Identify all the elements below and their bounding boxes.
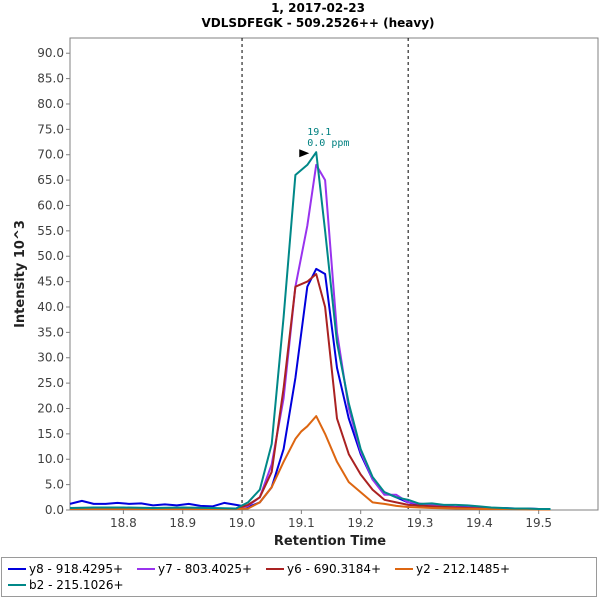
legend-swatch bbox=[266, 568, 285, 570]
legend-swatch bbox=[8, 568, 26, 570]
x-tick-label: 18.9 bbox=[169, 516, 196, 530]
chart-title: 1, 2017-02-23 bbox=[271, 1, 365, 15]
chart-area: 1, 2017-02-23 VDLSDFEGK - 509.2526++ (he… bbox=[13, 1, 599, 548]
x-tick-label: 19.4 bbox=[466, 516, 493, 530]
x-axis: 18.8 18.9 19.0 19.1 19.2 19.3 19.4 19.5 bbox=[110, 510, 552, 530]
y-tick-label: 25.0 bbox=[37, 376, 64, 390]
y-axis-label: Intensity 10^3 bbox=[13, 220, 28, 328]
peak-annotation: 19.1 0.0 ppm bbox=[299, 127, 349, 158]
legend-item: y8 - 918.4295+ bbox=[8, 561, 123, 577]
y-tick-label: 60.0 bbox=[37, 198, 64, 212]
legend-item: y2 - 212.1485+ bbox=[395, 561, 510, 577]
y-tick-label: 40.0 bbox=[37, 300, 64, 314]
y-tick-label: 35.0 bbox=[37, 325, 64, 339]
legend-swatch bbox=[137, 568, 156, 570]
legend-item: y6 - 690.3184+ bbox=[266, 561, 381, 577]
series-line bbox=[70, 415, 551, 511]
x-tick-label: 19.5 bbox=[525, 516, 552, 530]
y-tick-label: 80.0 bbox=[37, 97, 64, 111]
x-tick-label: 18.8 bbox=[110, 516, 137, 530]
peak-ppm-label: 0.0 ppm bbox=[307, 138, 349, 149]
y-tick-label: 5.0 bbox=[45, 478, 64, 492]
peak-marker-arrow bbox=[299, 149, 310, 158]
y-tick-label: 15.0 bbox=[37, 427, 64, 441]
y-axis: 0.0 5.0 10.0 15.0 20.0 25.0 30.0 35.0 40.0 45.0 50… bbox=[37, 46, 70, 517]
x-tick-label: 19.3 bbox=[407, 516, 434, 530]
y-tick-label: 75.0 bbox=[37, 122, 64, 136]
y-tick-label: 45.0 bbox=[37, 275, 64, 289]
x-tick-label: 19.0 bbox=[229, 516, 256, 530]
series-line bbox=[69, 151, 551, 510]
plot-frame bbox=[69, 37, 599, 511]
legend-label: y2 - 212.1485+ bbox=[416, 562, 511, 576]
y-tick-label: 90.0 bbox=[37, 46, 64, 60]
legend: y8 - 918.4295+ y7 - 803.4025+ y6 - 690.318… bbox=[1, 557, 597, 597]
y-tick-label: 20.0 bbox=[37, 401, 64, 415]
legend-item: y7 - 803.4025+ bbox=[137, 561, 252, 577]
chart-subtitle: VDLSDFEGK - 509.2526++ (heavy) bbox=[201, 16, 434, 30]
legend-item: b2 - 215.1026+ bbox=[8, 577, 124, 593]
y-tick-label: 70.0 bbox=[37, 148, 64, 162]
legend-label: y7 - 803.4025+ bbox=[158, 562, 253, 576]
legend-label: y6 - 690.3184+ bbox=[287, 562, 382, 576]
y-tick-label: 65.0 bbox=[37, 173, 64, 187]
y-tick-label: 50.0 bbox=[37, 249, 64, 263]
chromatogram-chart: 1, 2017-02-23 VDLSDFEGK - 509.2526++ (he… bbox=[13, 1, 599, 548]
x-tick-label: 19.1 bbox=[288, 516, 315, 530]
legend-swatch bbox=[8, 584, 26, 586]
legend-label: b2 - 215.1026+ bbox=[29, 578, 124, 592]
series-lines bbox=[69, 151, 551, 511]
x-axis-label: Retention Time bbox=[274, 534, 386, 548]
integration-boundaries bbox=[241, 38, 409, 510]
peak-rt-label: 19.1 bbox=[307, 127, 331, 138]
y-tick-label: 30.0 bbox=[37, 351, 64, 365]
y-tick-label: 10.0 bbox=[37, 452, 64, 466]
y-tick-label: 55.0 bbox=[37, 224, 64, 238]
x-tick-label: 19.2 bbox=[347, 516, 374, 530]
legend-label: y8 - 918.4295+ bbox=[29, 562, 124, 576]
y-tick-label: 0.0 bbox=[45, 503, 64, 517]
y-tick-label: 85.0 bbox=[37, 72, 64, 86]
legend-swatch bbox=[395, 568, 414, 570]
